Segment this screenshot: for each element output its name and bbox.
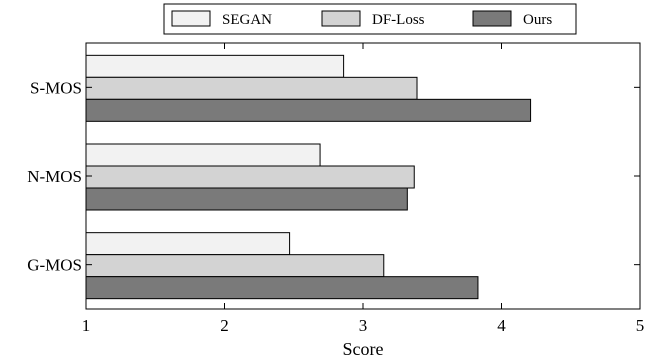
legend-swatch-segan <box>171 10 211 27</box>
bar-s-mos-ours <box>85 98 532 122</box>
x-tick-label: 1 <box>82 316 91 335</box>
bars-group <box>85 54 532 300</box>
bar-n-mos-df-loss <box>85 165 415 189</box>
x-tick-label: 3 <box>359 316 368 335</box>
legend: SEGAN DF-Loss Ours <box>163 3 577 35</box>
bar-g-mos-df-loss <box>85 254 385 278</box>
plot-frame <box>85 42 641 310</box>
y-category-label-n-mos: N-MOS <box>27 167 82 186</box>
legend-label-df-loss: DF-Loss <box>372 12 425 28</box>
legend-label-ours: Ours <box>523 12 552 28</box>
legend-item-ours: Ours <box>472 10 552 28</box>
legend-label-segan: SEGAN <box>222 12 272 28</box>
bar-s-mos-segan <box>85 54 345 78</box>
legend-swatch-df-loss <box>321 10 361 27</box>
bar-g-mos-ours <box>85 276 479 300</box>
bar-s-mos-df-loss <box>85 76 418 100</box>
x-axis-title: Score <box>343 339 384 358</box>
bar-n-mos-ours <box>85 187 408 211</box>
y-ticks-group: S-MOS N-MOS G-MOS <box>27 78 640 275</box>
bar-g-mos-segan <box>85 232 291 256</box>
legend-item-segan: SEGAN <box>171 10 272 28</box>
x-tick-label: 5 <box>636 316 645 335</box>
legend-item-df-loss: DF-Loss <box>321 10 425 28</box>
x-tick-label: 4 <box>497 316 506 335</box>
legend-swatch-ours <box>472 10 512 27</box>
y-category-label-s-mos: S-MOS <box>30 78 82 97</box>
x-tick-label: 2 <box>220 316 229 335</box>
y-category-label-g-mos: G-MOS <box>27 256 82 275</box>
bar-n-mos-segan <box>85 143 321 167</box>
